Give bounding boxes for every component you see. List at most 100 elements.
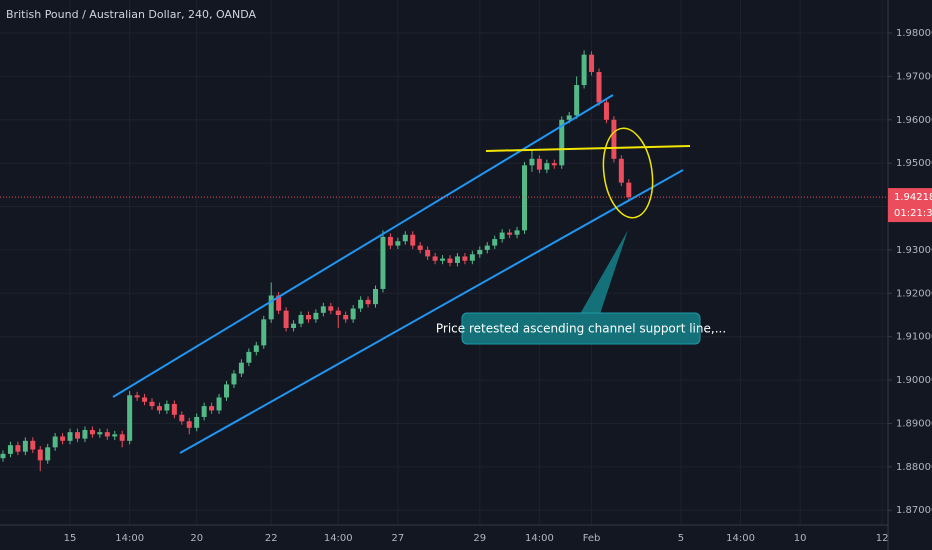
candle-body bbox=[0, 453, 6, 459]
candle-body bbox=[313, 312, 319, 320]
candle-body bbox=[328, 306, 334, 311]
candle-body bbox=[238, 362, 244, 374]
candle-body bbox=[432, 256, 438, 261]
x-tick-label: 29 bbox=[473, 533, 486, 544]
countdown-label: 01:21:34 bbox=[894, 208, 932, 219]
candle-body bbox=[22, 440, 28, 452]
y-tick-label: 1.89000 bbox=[896, 418, 932, 429]
candle-body bbox=[149, 401, 155, 407]
last-price-label: 1.94218 bbox=[894, 192, 932, 203]
candle-body bbox=[97, 432, 103, 435]
candle-body bbox=[387, 236, 393, 246]
candle-body bbox=[246, 351, 252, 363]
candle-body bbox=[253, 345, 259, 352]
callout-box bbox=[461, 312, 701, 345]
candle-body bbox=[15, 445, 21, 452]
candle-body bbox=[156, 406, 162, 411]
x-tick-label: 5 bbox=[678, 533, 684, 544]
candle-body bbox=[447, 258, 453, 263]
candle-body bbox=[7, 445, 13, 454]
candle-body bbox=[492, 239, 498, 246]
candle-body bbox=[216, 397, 222, 411]
candle-body bbox=[119, 434, 125, 441]
candle-body bbox=[417, 245, 423, 250]
axes: 1.87000 1.88000 1.89000 1.90000 1.91000 1.920… bbox=[0, 28, 932, 544]
channel-upper-line bbox=[112, 94, 614, 398]
candles bbox=[0, 50, 632, 472]
candle-body bbox=[52, 436, 58, 448]
candle-body bbox=[134, 395, 140, 398]
x-tick-label: 14:00 bbox=[115, 533, 144, 544]
candle-body bbox=[186, 421, 192, 428]
candle-body bbox=[425, 249, 431, 257]
candle-body bbox=[529, 158, 535, 166]
y-tick-label: 1.95000 bbox=[896, 158, 932, 169]
candle-body bbox=[171, 403, 177, 415]
candle-body bbox=[574, 85, 580, 116]
callout-pointer bbox=[580, 230, 628, 314]
x-tick-label: 27 bbox=[391, 533, 404, 544]
x-tick-label: 20 bbox=[190, 533, 203, 544]
candle-body bbox=[544, 163, 550, 170]
y-tick-label: 1.87000 bbox=[896, 505, 932, 516]
candle-body bbox=[104, 432, 110, 437]
y-tick-label: 1.91000 bbox=[896, 332, 932, 343]
candle-body bbox=[305, 315, 311, 320]
candle-body bbox=[611, 119, 617, 159]
candle-body bbox=[373, 288, 378, 305]
candle-body bbox=[454, 256, 460, 263]
candle-body bbox=[268, 295, 274, 320]
candle-body bbox=[566, 115, 572, 120]
candle-body bbox=[365, 299, 371, 305]
candle-body bbox=[82, 429, 88, 439]
candle-body bbox=[559, 119, 565, 166]
candle-body bbox=[395, 241, 401, 246]
y-tick-label: 1.93000 bbox=[896, 245, 932, 256]
candle-body bbox=[179, 414, 185, 422]
candle-body bbox=[596, 72, 602, 103]
y-tick-label: 1.96000 bbox=[896, 115, 932, 126]
candle-body bbox=[380, 236, 386, 289]
x-tick-label: 14:00 bbox=[726, 533, 755, 544]
candle-body bbox=[350, 308, 356, 320]
y-tick-label: 1.88000 bbox=[896, 462, 932, 473]
candle-body bbox=[209, 406, 215, 411]
x-tick-label: 10 bbox=[794, 533, 807, 544]
candle-body bbox=[477, 249, 483, 255]
last-price-tag bbox=[888, 188, 932, 223]
candle-body bbox=[551, 163, 557, 166]
candle-body bbox=[626, 182, 632, 197]
candle-body bbox=[343, 315, 349, 320]
candle-body bbox=[194, 416, 200, 428]
candle-body bbox=[45, 447, 51, 461]
x-tick-label: 14:00 bbox=[324, 533, 353, 544]
candle-body bbox=[283, 310, 289, 329]
candle-body bbox=[603, 102, 609, 120]
chart-title: British Pound / Australian Dollar, 240, … bbox=[6, 8, 256, 21]
candle-body bbox=[484, 245, 490, 250]
candle-body bbox=[462, 256, 468, 261]
y-tick-label: 1.97000 bbox=[896, 71, 932, 82]
x-tick-label: 12 bbox=[876, 533, 889, 544]
candle-body bbox=[224, 384, 229, 398]
candle-body bbox=[231, 373, 237, 385]
channel-lower-line bbox=[179, 169, 684, 454]
x-tick-label: 15 bbox=[64, 533, 77, 544]
candle-body bbox=[499, 232, 505, 240]
candle-body bbox=[536, 158, 542, 170]
candle-body bbox=[469, 254, 475, 261]
candle-body bbox=[320, 306, 326, 313]
candle-body bbox=[522, 165, 527, 231]
candle-body bbox=[440, 258, 446, 261]
y-tick-label: 1.92000 bbox=[896, 288, 932, 299]
candle-body bbox=[410, 234, 416, 246]
candle-body bbox=[201, 406, 207, 417]
candle-body bbox=[142, 397, 148, 402]
candle-body bbox=[37, 449, 43, 461]
candle-body bbox=[298, 315, 304, 324]
candle-body bbox=[75, 432, 80, 439]
candle-body bbox=[164, 403, 170, 411]
candle-body bbox=[514, 230, 520, 235]
candle-body bbox=[60, 436, 66, 441]
highlight-ellipse bbox=[602, 127, 654, 219]
